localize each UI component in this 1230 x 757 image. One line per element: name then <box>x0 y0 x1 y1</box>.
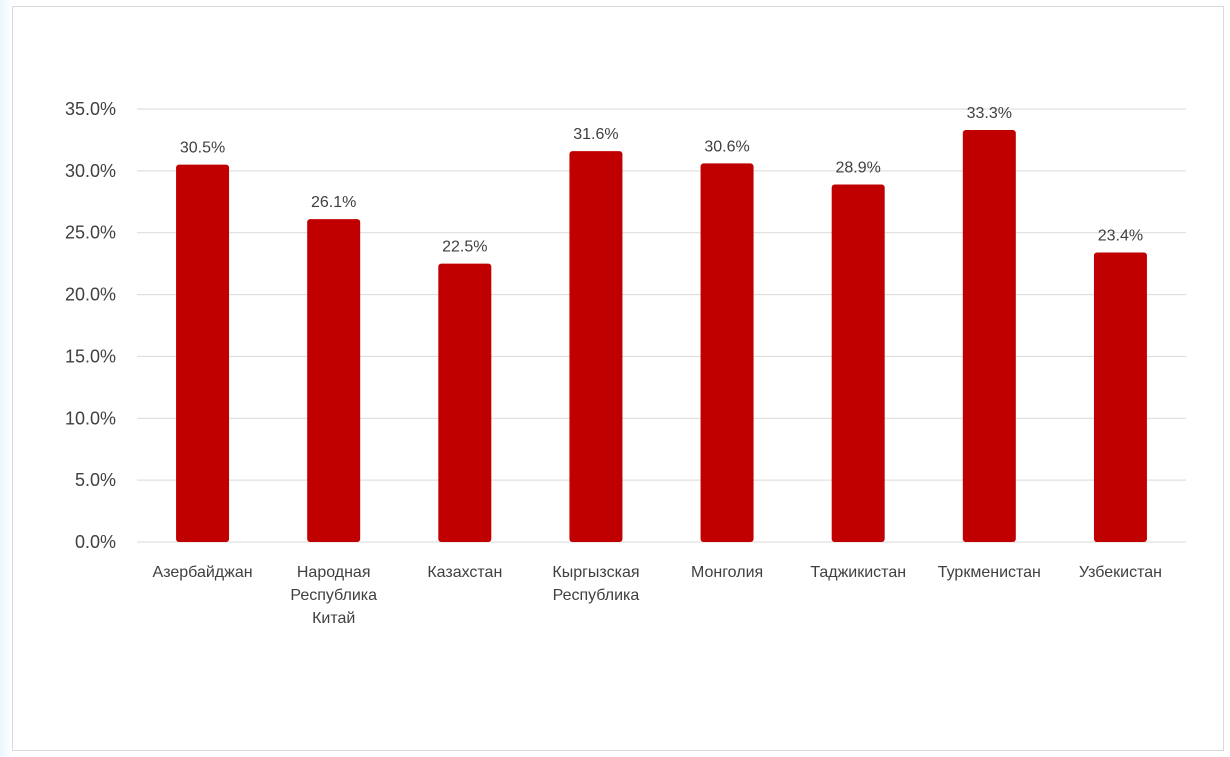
data-label: 23.4% <box>1098 228 1143 245</box>
y-tick-label: 20.0% <box>65 285 116 305</box>
x-axis-label: Азербайджан <box>153 564 253 581</box>
y-tick-label: 0.0% <box>75 532 116 552</box>
data-label: 33.3% <box>967 105 1012 122</box>
x-axis-label: Монголия <box>691 564 763 581</box>
data-label: 30.6% <box>704 138 749 155</box>
gridlines <box>137 108 1186 543</box>
data-labels: 30.5% 26.1% 22.5% 31.6% 30.6% 28.9% 33.3% 23.4% <box>180 105 1143 256</box>
bar <box>962 130 1016 542</box>
data-label: 26.1% <box>311 194 356 211</box>
x-axis-labels: Азербайджан Народная Республика Китай Казахс… <box>153 564 1162 627</box>
y-tick-label: 15.0% <box>65 346 116 366</box>
data-label: 30.5% <box>180 140 225 157</box>
y-tick-label: 25.0% <box>65 223 116 243</box>
bar <box>307 219 361 542</box>
bar <box>1093 252 1147 542</box>
y-tick-label: 30.0% <box>65 161 116 181</box>
y-tick-label: 10.0% <box>65 408 116 428</box>
y-axis-ticks: 0.0% 5.0% 10.0% 15.0% 20.0% 25.0% 30.0% 35.0% <box>65 99 116 552</box>
x-axis-label: Туркменистан <box>938 564 1041 581</box>
x-axis-label: Казахстан <box>427 564 502 581</box>
data-label: 28.9% <box>836 159 881 176</box>
left-edge-background <box>0 0 12 757</box>
bars <box>176 130 1147 543</box>
bar <box>569 151 623 542</box>
x-axis-label: Народная <box>297 564 371 581</box>
x-axis-label: Узбекистан <box>1079 564 1162 581</box>
y-tick-label: 35.0% <box>65 99 116 119</box>
y-tick-label: 5.0% <box>75 470 116 490</box>
data-label: 22.5% <box>442 239 487 256</box>
data-label: 31.6% <box>573 126 618 143</box>
bar <box>438 263 492 542</box>
x-axis-label: Китай <box>312 610 355 627</box>
x-axis-label: Кыргызская <box>552 564 639 581</box>
bar <box>700 163 754 543</box>
bar <box>831 184 885 543</box>
x-axis-label: Республика <box>290 587 377 604</box>
x-axis-label: Республика <box>553 587 640 604</box>
x-axis-label: Таджикистан <box>810 564 906 581</box>
bar <box>176 164 230 542</box>
